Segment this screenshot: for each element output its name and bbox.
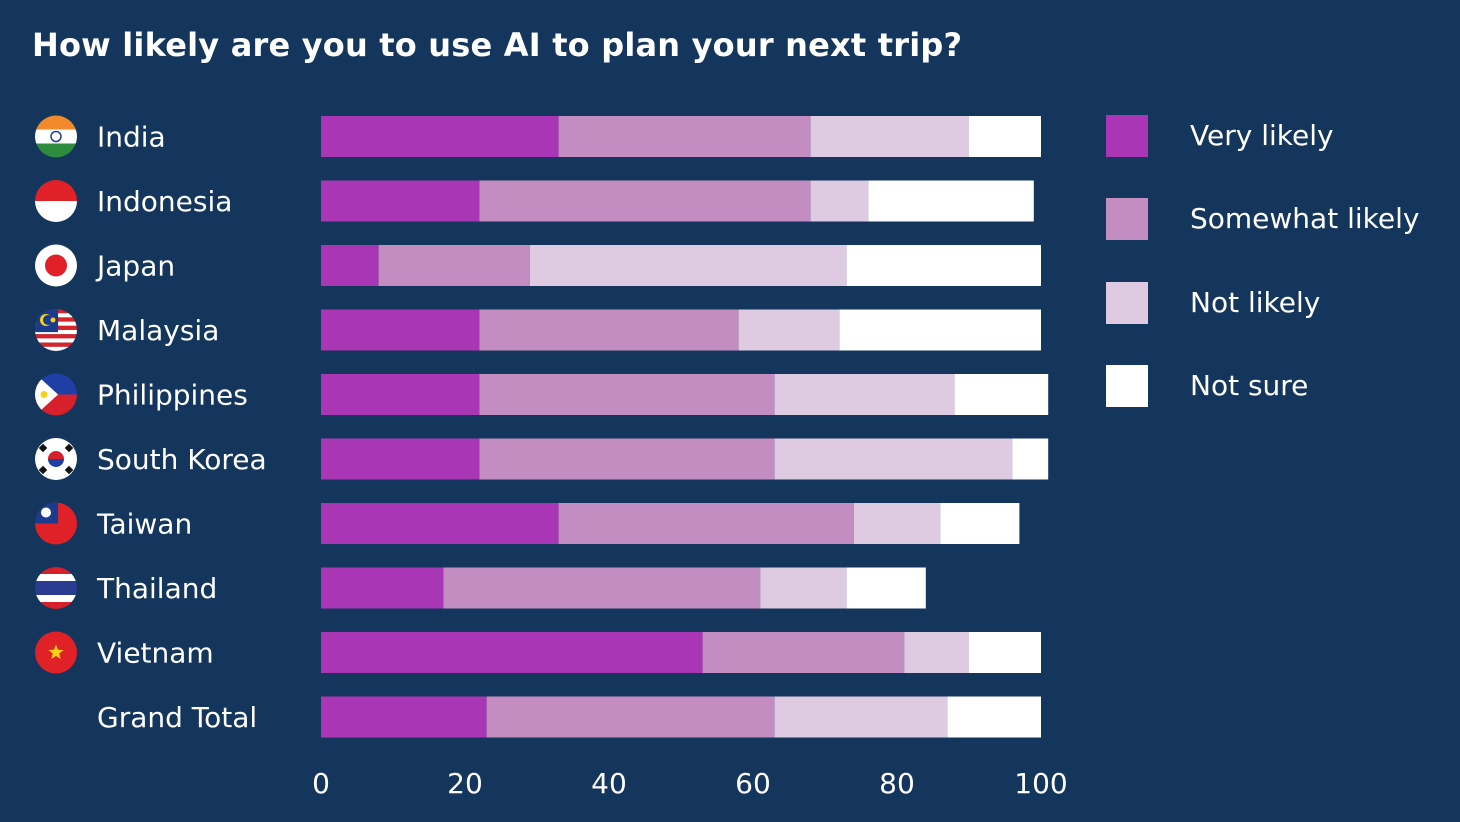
category-label-thailand: Thailand [96, 572, 217, 605]
bar-thailand-not-sure [846, 567, 926, 609]
bar-grand-total-not-likely [774, 696, 948, 738]
legend-label-very-likely: Very likely [1190, 119, 1334, 152]
x-tick-label: 100 [1014, 767, 1067, 800]
bar-malaysia-somewhat-likely [479, 309, 739, 351]
malaysia-flag-icon [35, 309, 77, 351]
legend-swatch-not-sure [1106, 365, 1148, 407]
philippines-flag-icon [35, 373, 77, 416]
category-label-philippines: Philippines [97, 379, 248, 412]
bar-vietnam-very-likely [321, 632, 703, 673]
bar-vietnam-not-sure [969, 632, 1041, 673]
chart-title: How likely are you to use AI to plan you… [32, 26, 963, 64]
bar-japan-not-likely [529, 245, 847, 286]
bar-south-korea-not-sure [1012, 438, 1049, 480]
legend-swatch-somewhat-likely [1106, 198, 1148, 240]
bar-india-not-likely [810, 116, 969, 157]
bar-philippines-somewhat-likely [479, 374, 775, 415]
category-label-japan: Japan [95, 250, 175, 283]
x-tick-label: 40 [591, 767, 627, 800]
bar-indonesia-very-likely [321, 180, 480, 222]
bar-malaysia-very-likely [321, 309, 480, 351]
vietnam-flag-icon [35, 631, 77, 674]
bar-vietnam-somewhat-likely [702, 632, 905, 673]
legend-item-not-sure: Not sure [1106, 365, 1446, 407]
bar-south-korea-not-likely [774, 438, 1013, 480]
category-label-india: India [97, 121, 166, 154]
category-label-indonesia: Indonesia [97, 185, 232, 218]
x-tick-label: 60 [735, 767, 771, 800]
bar-philippines-not-likely [774, 374, 955, 415]
x-tick-label: 20 [447, 767, 483, 800]
bar-malaysia-not-sure [839, 309, 1041, 351]
legend-label-not-likely: Not likely [1190, 286, 1321, 319]
bar-grand-total-somewhat-likely [486, 696, 775, 738]
bar-malaysia-not-likely [738, 309, 840, 351]
legend-label-somewhat-likely: Somewhat likely [1190, 202, 1420, 235]
bar-philippines-not-sure [954, 374, 1049, 415]
category-label-grand-total: Grand Total [97, 701, 257, 734]
legend-item-somewhat-likely: Somewhat likely [1106, 198, 1446, 240]
bar-indonesia-not-sure [868, 180, 1034, 222]
x-tick-label: 80 [879, 767, 915, 800]
legend-item-very-likely: Very likely [1106, 115, 1446, 157]
bar-thailand-very-likely [321, 567, 444, 609]
legend-label-not-sure: Not sure [1190, 369, 1309, 402]
bar-taiwan-not-likely [853, 503, 941, 544]
bar-japan-very-likely [321, 245, 379, 286]
thailand-flag-icon [35, 567, 77, 609]
bar-taiwan-somewhat-likely [558, 503, 854, 544]
bar-taiwan-not-sure [940, 503, 1020, 544]
bar-taiwan-very-likely [321, 503, 559, 544]
legend-item-not-likely: Not likely [1106, 282, 1446, 324]
bar-japan-not-sure [846, 245, 1041, 286]
indonesia-flag-icon [35, 180, 77, 222]
bar-vietnam-not-likely [904, 632, 969, 673]
legend-swatch-very-likely [1106, 115, 1148, 157]
bar-grand-total-not-sure [947, 696, 1041, 738]
south-korea-flag-icon [35, 438, 77, 480]
x-axis-ticks: 0 20 40 60 80 100 [312, 767, 1068, 800]
bar-south-korea-somewhat-likely [479, 438, 775, 480]
india-flag-icon [35, 115, 77, 158]
bar-thailand-somewhat-likely [443, 567, 761, 609]
category-label-vietnam: Vietnam [97, 637, 214, 670]
category-label-taiwan: Taiwan [96, 508, 192, 541]
bar-thailand-not-likely [760, 567, 847, 609]
bars-group [321, 116, 1049, 738]
bar-south-korea-very-likely [321, 438, 480, 480]
bar-grand-total-very-likely [321, 696, 487, 738]
flags-group [35, 115, 77, 674]
category-label-south-korea: South Korea [97, 443, 267, 476]
legend-swatch-not-likely [1106, 282, 1148, 324]
bar-india-very-likely [321, 116, 559, 157]
bar-japan-somewhat-likely [378, 245, 530, 286]
category-label-malaysia: Malaysia [97, 314, 219, 347]
bar-indonesia-not-likely [810, 180, 869, 222]
japan-flag-icon [35, 244, 77, 287]
bar-india-not-sure [969, 116, 1041, 157]
taiwan-flag-icon [35, 502, 77, 545]
category-labels: India Indonesia Japan Malaysia Philippines So… [95, 121, 267, 735]
bar-india-somewhat-likely [558, 116, 811, 157]
bar-philippines-very-likely [321, 374, 480, 415]
bar-indonesia-somewhat-likely [479, 180, 811, 222]
x-tick-label: 0 [312, 767, 330, 800]
